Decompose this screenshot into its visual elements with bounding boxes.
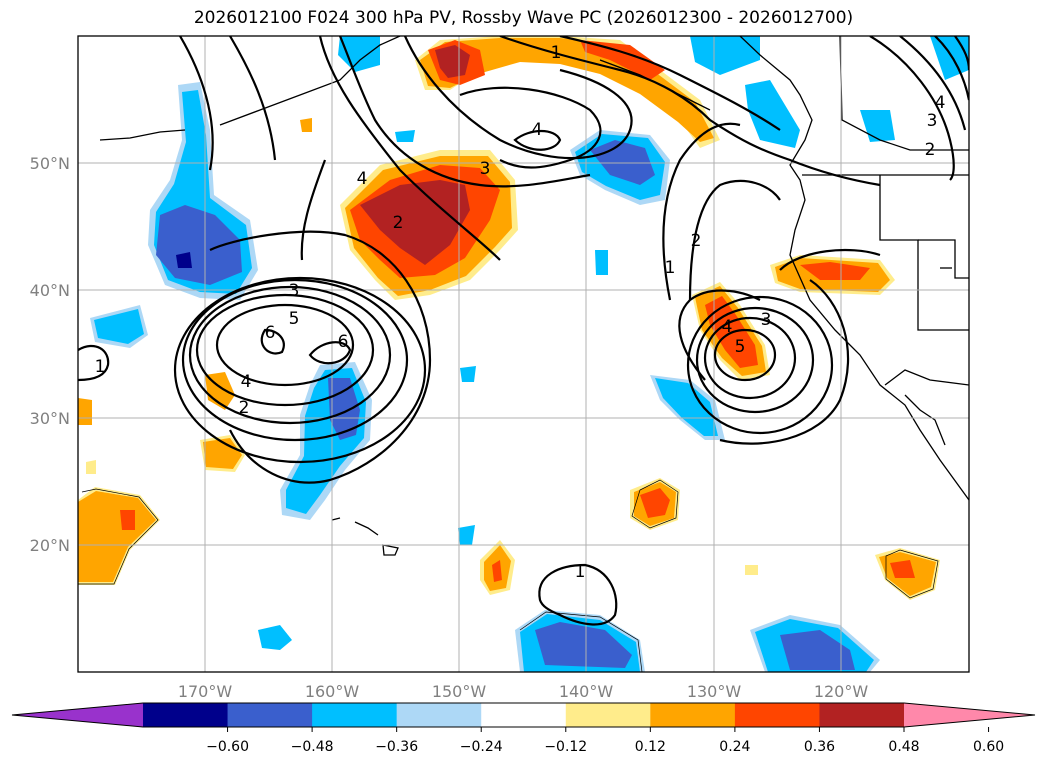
contour-label: 6 xyxy=(265,323,276,343)
contour-label: 1 xyxy=(575,562,586,582)
colorbar-tick-label: 0.24 xyxy=(719,739,750,755)
map-title: 2026012100 F024 300 hPa PV, Rossby Wave … xyxy=(193,8,854,28)
latitude-labels: 50°N 40°N 30°N 20°N xyxy=(30,154,70,555)
graticule xyxy=(78,36,969,672)
lat-label: 20°N xyxy=(30,536,70,555)
colorbar-segment xyxy=(565,703,651,727)
contour-label: 1 xyxy=(95,357,106,377)
contour-label: 1 xyxy=(551,43,562,63)
shading-outlines xyxy=(78,479,939,672)
lon-label: 130°W xyxy=(687,682,742,701)
colorbar-tick-label: −0.12 xyxy=(544,739,587,755)
contour-label: 3 xyxy=(927,111,938,131)
colorbar-segment xyxy=(819,703,905,727)
colorbar: −0.60 −0.48 −0.36 −0.24 −0.12 0.12 0.24 0.36 0.4… xyxy=(11,702,1036,755)
colorbar-segment xyxy=(227,703,313,727)
contour-label: 2 xyxy=(925,140,936,160)
lon-label: 120°W xyxy=(814,682,869,701)
contour-label: 4 xyxy=(532,120,543,140)
contour-label: 2 xyxy=(239,398,250,418)
colorbar-segment xyxy=(143,703,229,727)
lat-label: 50°N xyxy=(30,154,70,173)
colorbar-tick-label: 0.60 xyxy=(973,739,1004,755)
lat-label: 40°N xyxy=(30,281,70,300)
pv-shading xyxy=(78,36,969,672)
contour-label: 4 xyxy=(241,372,252,392)
contour-label: 2 xyxy=(691,231,702,251)
contour-labels: 1 4 3 4 2 3 5 6 6 4 2 1 2 3 4 5 4 3 2 1 … xyxy=(95,43,946,582)
contour-label: 3 xyxy=(480,159,491,179)
contour-label: 4 xyxy=(722,317,733,337)
contour-label: 3 xyxy=(761,310,772,330)
map-area: 1 4 3 4 2 3 5 6 6 4 2 1 2 3 4 5 4 3 2 1 … xyxy=(78,36,969,672)
lat-label: 30°N xyxy=(30,409,70,428)
lon-label: 140°W xyxy=(559,682,614,701)
contour-label: 5 xyxy=(289,309,300,329)
colorbar-extend-low xyxy=(12,703,143,727)
contour-label: 3 xyxy=(289,281,300,301)
lon-label: 170°W xyxy=(178,682,233,701)
lon-label: 160°W xyxy=(305,682,360,701)
colorbar-segment xyxy=(650,703,736,727)
colorbar-tick-label: −0.60 xyxy=(206,739,249,755)
map-frame xyxy=(77,35,970,673)
longitude-labels: 170°W 160°W 150°W 140°W 130°W 120°W xyxy=(178,682,869,701)
colorbar-segment xyxy=(734,703,820,727)
colorbar-segment xyxy=(481,703,567,727)
colorbar-tick-label: 0.12 xyxy=(635,739,666,755)
colorbar-segment xyxy=(396,703,482,727)
lon-label: 150°W xyxy=(432,682,487,701)
colorbar-tick-label: −0.48 xyxy=(291,739,334,755)
colorbar-tick-label: −0.24 xyxy=(460,739,503,755)
colorbar-outline xyxy=(11,702,1036,728)
colorbar-extend-high xyxy=(904,703,1035,727)
contour-label: 5 xyxy=(735,337,746,357)
contour-label: 4 xyxy=(935,93,946,113)
contour-label: 6 xyxy=(338,332,349,352)
contour-label: 1 xyxy=(665,258,676,278)
contour-label: 2 xyxy=(393,213,404,233)
contour-label: 4 xyxy=(357,169,368,189)
colorbar-tick-label: −0.36 xyxy=(375,739,418,755)
colorbar-tick-label: 0.48 xyxy=(888,739,919,755)
rossby-contours xyxy=(78,36,969,626)
colorbar-tick-label: 0.36 xyxy=(804,739,835,755)
colorbar-segment xyxy=(312,703,398,727)
